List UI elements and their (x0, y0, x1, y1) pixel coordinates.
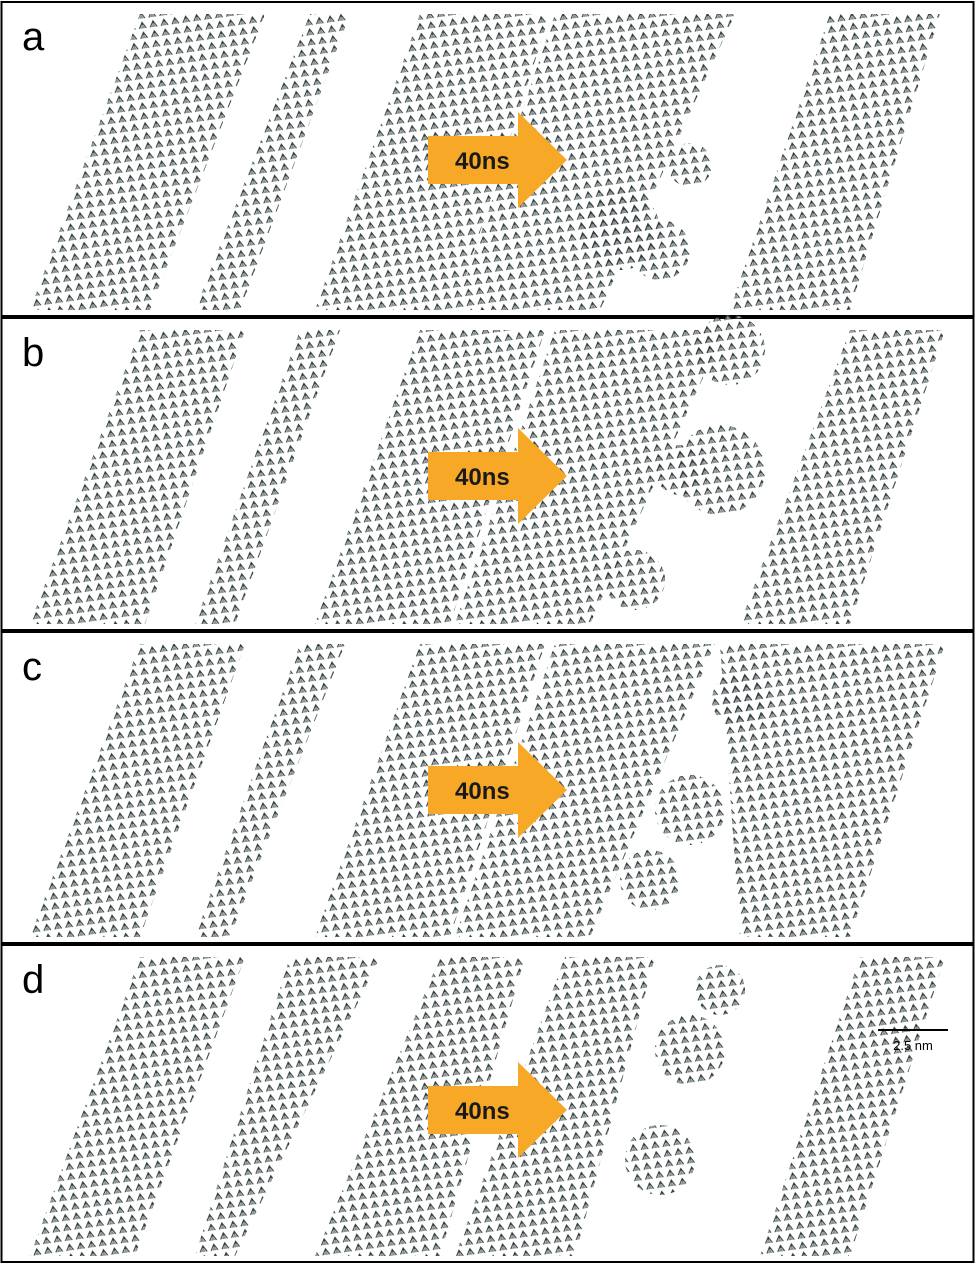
molecular-domain (30, 644, 245, 937)
arrow-label: 40ns (455, 148, 510, 175)
panel: b 40ns (0, 315, 975, 631)
molecular-domain (730, 14, 940, 310)
molecular-cluster (620, 850, 680, 910)
panel: a 40ns (0, 1, 975, 317)
time-arrow (428, 112, 567, 208)
time-arrow (428, 428, 567, 524)
time-arrow (428, 742, 567, 838)
molecular-domain (195, 644, 345, 937)
molecular-cluster (668, 143, 712, 187)
molecular-domain (760, 957, 945, 1256)
molecular-domain (455, 14, 735, 310)
molecular-cluster (655, 775, 725, 845)
molecular-cluster (605, 550, 665, 610)
molecular-cluster (655, 445, 705, 495)
time-arrow (428, 1062, 567, 1158)
molecular-domain (195, 330, 340, 624)
molecular-cluster (675, 425, 765, 515)
molecular-domain (315, 957, 525, 1256)
panel: c 40ns (0, 631, 975, 944)
panel-label: d (22, 958, 44, 1002)
scale-bar-label: 2.5 nm (893, 1038, 933, 1053)
molecular-domain (740, 330, 945, 624)
molecular-domain (30, 957, 245, 1256)
panel-label: a (22, 15, 45, 59)
molecular-domain (30, 14, 265, 310)
panel-label: c (22, 645, 42, 689)
panel: d 40ns (0, 944, 975, 1263)
arrow-label: 40ns (455, 464, 510, 491)
molecular-cluster (695, 965, 745, 1015)
molecular-cluster (630, 220, 690, 280)
arrow-label: 40ns (455, 778, 510, 805)
molecular-cluster (712, 672, 768, 728)
molecular-domain (30, 330, 245, 624)
arrow-label: 40ns (455, 1098, 510, 1125)
molecular-domain (455, 330, 725, 624)
panel-label: b (22, 331, 44, 375)
molecular-cluster (695, 315, 765, 385)
molecular-domain (720, 644, 945, 937)
molecular-domain (455, 644, 715, 937)
molecular-cluster (655, 1015, 725, 1085)
molecular-domain (195, 14, 350, 310)
molecular-domain (195, 957, 380, 1256)
molecular-cluster (625, 1125, 695, 1195)
